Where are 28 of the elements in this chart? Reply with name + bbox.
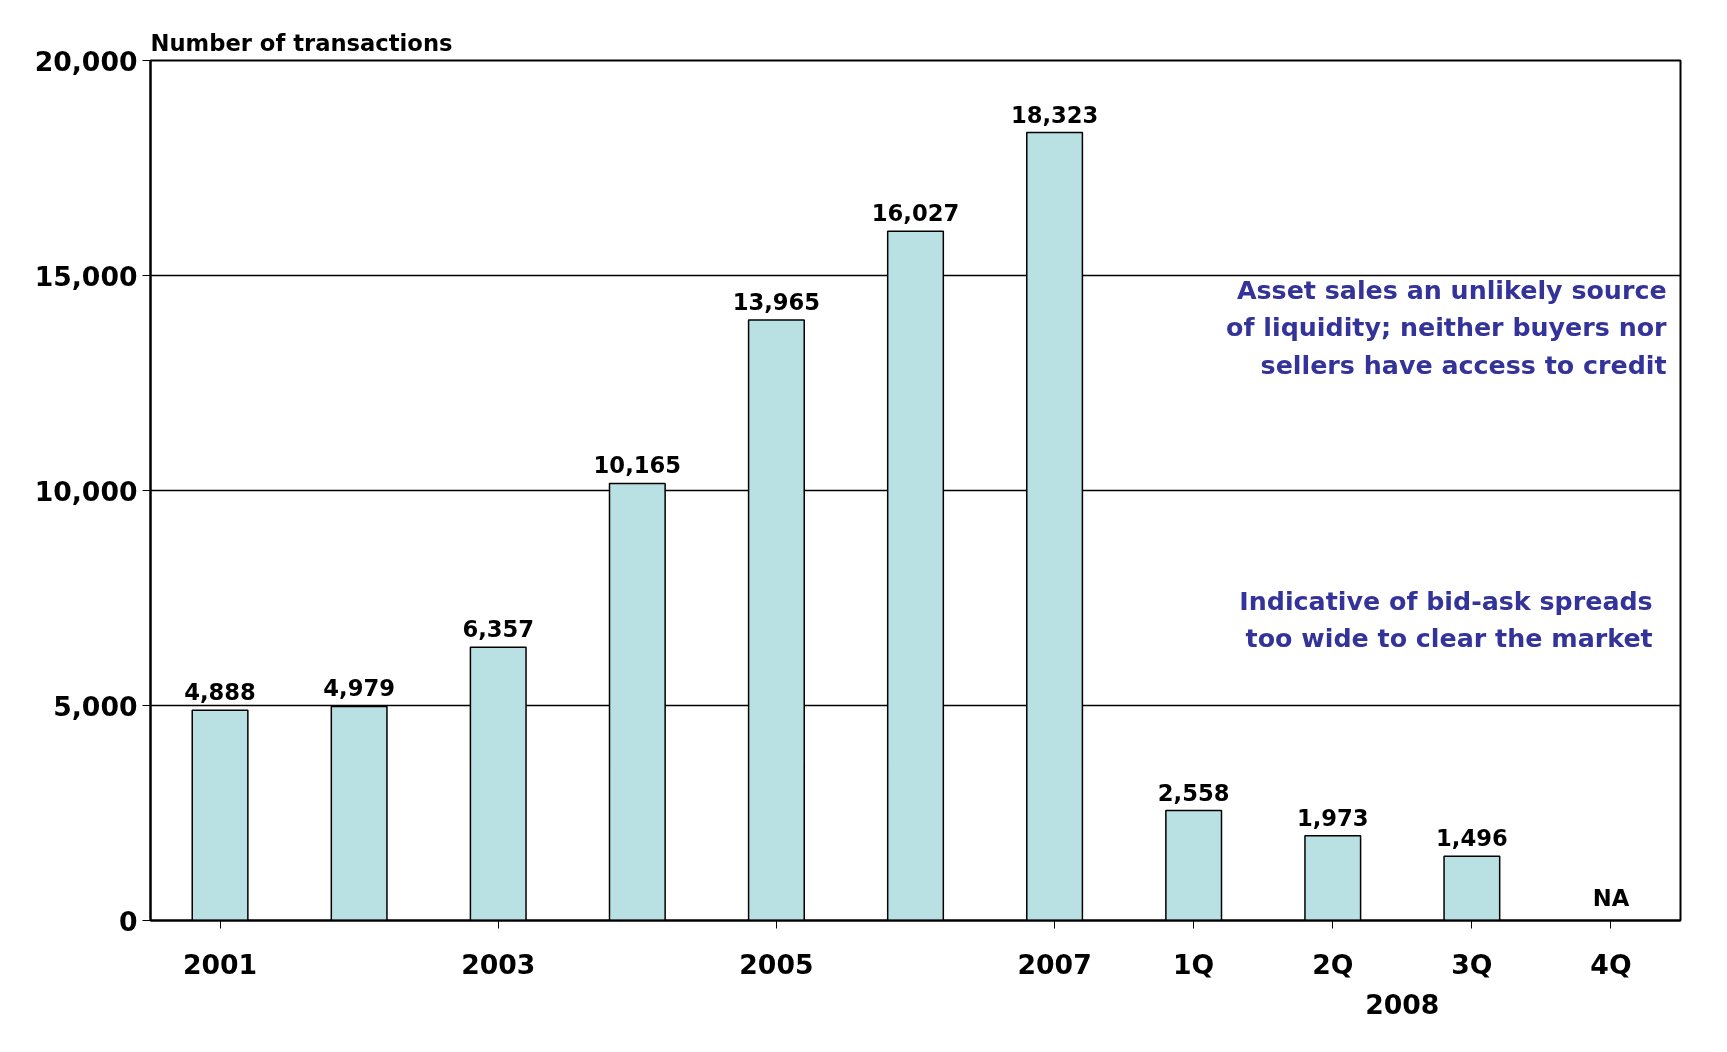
x-tick-label: 2007 bbox=[1017, 948, 1092, 980]
data-label: 4,979 bbox=[323, 675, 395, 702]
data-label: 18,323 bbox=[1010, 101, 1099, 128]
data-label: 6,357 bbox=[462, 616, 535, 643]
data-label: 1,973 bbox=[1296, 804, 1369, 831]
y-tick-label: 15,000 bbox=[34, 260, 138, 292]
x-tick-label: 1Q bbox=[1173, 948, 1215, 980]
data-label: 2,558 bbox=[1157, 779, 1230, 806]
y-axis-title: Number of transactions bbox=[150, 29, 453, 56]
x-tick-label: 2001 bbox=[182, 948, 258, 980]
y-tick-label: 20,000 bbox=[34, 45, 138, 77]
annotation: Indicative of bid-ask spreads too wide to clear the market bbox=[1239, 585, 1653, 654]
data-label: 10,165 bbox=[593, 452, 682, 479]
x-tick-label: 2003 bbox=[461, 948, 536, 980]
data-label: 1,496 bbox=[1436, 825, 1508, 852]
annotation: Asset sales an unlikely source of liquidity; neither buyers nor sellers have access to credit bbox=[1226, 274, 1668, 380]
data-label: 4,888 bbox=[184, 679, 256, 706]
data-label: 16,027 bbox=[871, 200, 960, 227]
y-tick-label: 10,000 bbox=[34, 475, 138, 507]
y-tick-label: 0 bbox=[118, 905, 138, 937]
data-label: 13,965 bbox=[732, 289, 821, 316]
x-tick-label: 4Q bbox=[1590, 948, 1632, 980]
x-tick-label: 3Q bbox=[1451, 948, 1493, 980]
text: NA bbox=[1592, 884, 1630, 911]
y-tick-label: 5,000 bbox=[53, 690, 138, 722]
text: 2008 bbox=[1365, 988, 1440, 1020]
x-tick-label: 2Q bbox=[1312, 948, 1354, 980]
x-tick-label: 2005 bbox=[739, 948, 814, 980]
